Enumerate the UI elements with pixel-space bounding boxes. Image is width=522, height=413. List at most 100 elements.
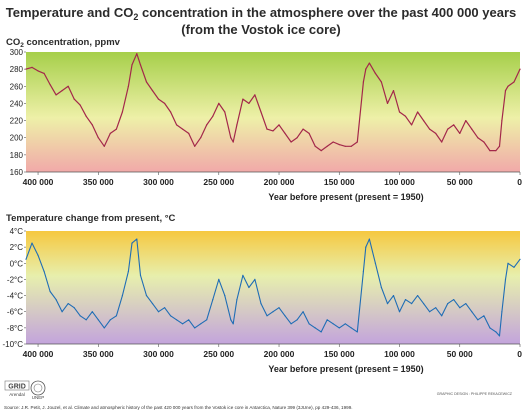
temp-data-point bbox=[157, 311, 160, 313]
temp-data-point bbox=[254, 278, 256, 280]
temp-data-point bbox=[109, 319, 111, 321]
temp-data-point bbox=[121, 295, 123, 297]
co2-data-point bbox=[230, 137, 232, 139]
co2-y-ticks: 160 180 200 220 240 260 280 300 bbox=[10, 48, 26, 177]
temp-data-point bbox=[115, 315, 117, 317]
co2-data-point bbox=[200, 137, 202, 139]
co2-axis-title: CO2 concentration, ppmv bbox=[6, 37, 121, 49]
co2-data-point bbox=[232, 141, 234, 143]
co2-data-point bbox=[362, 81, 364, 83]
temp-data-point bbox=[232, 323, 234, 325]
co2-data-point bbox=[501, 120, 503, 122]
co2-data-point bbox=[314, 145, 316, 147]
co2-data-point bbox=[121, 111, 123, 113]
temp-data-point bbox=[49, 290, 51, 293]
temp-data-point bbox=[236, 299, 238, 301]
co2-data-point bbox=[320, 150, 322, 152]
temp-data-point bbox=[85, 319, 87, 321]
co2-data-point bbox=[411, 124, 413, 126]
co2-data-point bbox=[37, 70, 39, 72]
temp-data-point bbox=[326, 319, 328, 321]
temp-data-point bbox=[266, 315, 268, 317]
co2-data-point bbox=[392, 90, 395, 92]
temp-data-point bbox=[459, 307, 461, 309]
co2-data-point bbox=[429, 128, 431, 130]
co2-data-point bbox=[459, 132, 461, 134]
co2-y-tick-label: 180 bbox=[10, 151, 24, 160]
temp-y-tick-label: 2°C bbox=[10, 243, 24, 252]
temp-data-point bbox=[31, 242, 33, 244]
temp-data-point bbox=[344, 323, 346, 325]
co2-data-point bbox=[272, 130, 274, 132]
co2-data-point bbox=[447, 128, 449, 130]
co2-data-point bbox=[278, 124, 280, 126]
co2-data-point bbox=[423, 120, 425, 122]
co2-data-point bbox=[127, 85, 129, 87]
co2-data-point bbox=[224, 111, 226, 113]
temp-data-point bbox=[200, 323, 202, 325]
co2-data-point bbox=[356, 141, 358, 143]
co2-data-point bbox=[31, 66, 33, 68]
temp-data-point bbox=[465, 303, 467, 305]
temp-data-point bbox=[441, 315, 443, 317]
co2-data-point bbox=[73, 98, 75, 100]
co2-data-point bbox=[254, 94, 256, 96]
co2-data-point bbox=[398, 111, 401, 113]
source-note: Source: J.R. Petit, J. Jouzel, et al. Cl… bbox=[4, 405, 353, 410]
temp-x-tick-label: 50 000 bbox=[447, 349, 473, 359]
temp-data-point bbox=[392, 295, 395, 297]
co2-data-point bbox=[435, 132, 437, 134]
unep-text: UNEP bbox=[32, 395, 45, 400]
co2-data-points bbox=[25, 53, 521, 152]
co2-data-point bbox=[519, 68, 521, 70]
temp-data-point bbox=[365, 246, 367, 248]
co2-x-tick-label: 100 000 bbox=[384, 177, 415, 187]
temp-data-point bbox=[504, 278, 507, 280]
temp-data-point bbox=[43, 270, 45, 272]
temp-data-point bbox=[224, 295, 226, 297]
temp-data-point bbox=[368, 238, 370, 240]
chart-title-line1: Temperature and CO2 concentration in the… bbox=[6, 5, 517, 22]
temp-x-tick-label: 100 000 bbox=[384, 349, 415, 359]
temp-data-point bbox=[139, 274, 142, 276]
temp-x-tick-label: 300 000 bbox=[143, 349, 174, 359]
temp-data-point bbox=[435, 307, 437, 309]
chart-title-line2: (from the Vostok ice core) bbox=[181, 22, 340, 37]
temp-data-point bbox=[127, 270, 129, 272]
co2-data-point bbox=[136, 53, 138, 55]
co2-data-point bbox=[260, 111, 262, 113]
design-credit: GRAPHIC DESIGN : PHILIPPE REKACEWICZ bbox=[437, 392, 513, 396]
temp-data-point bbox=[411, 303, 413, 305]
temp-data-point bbox=[314, 327, 316, 329]
temp-data-point bbox=[380, 286, 382, 289]
co2-data-point bbox=[495, 150, 497, 152]
temp-data-point bbox=[477, 319, 479, 321]
co2-data-point bbox=[302, 128, 304, 130]
co2-x-tick-label: 400 000 bbox=[23, 177, 54, 187]
temp-data-point bbox=[248, 286, 250, 289]
temp-data-point bbox=[206, 319, 208, 321]
temp-y-tick-label: 4°C bbox=[10, 227, 24, 236]
temp-data-point bbox=[131, 242, 133, 244]
temp-x-tick-label: 400 000 bbox=[23, 349, 54, 359]
temp-data-point bbox=[471, 311, 473, 313]
temp-data-point bbox=[332, 323, 334, 325]
temp-data-point bbox=[136, 238, 138, 240]
co2-data-point bbox=[85, 115, 87, 117]
co2-data-point bbox=[109, 132, 111, 134]
temp-x-tick-label: 350 000 bbox=[83, 349, 114, 359]
co2-data-point bbox=[164, 102, 166, 104]
co2-data-point bbox=[308, 132, 310, 134]
co2-data-point bbox=[218, 102, 220, 104]
co2-data-point bbox=[498, 145, 501, 147]
temp-data-point bbox=[230, 319, 232, 321]
co2-data-point bbox=[55, 94, 57, 96]
temp-x-tick-label: 250 000 bbox=[203, 349, 234, 359]
temp-data-point bbox=[519, 258, 521, 260]
co2-series-line bbox=[25, 53, 521, 152]
temp-data-point bbox=[194, 327, 196, 329]
co2-data-point bbox=[441, 141, 443, 143]
co2-data-point bbox=[188, 132, 190, 134]
temp-data-point bbox=[103, 327, 105, 329]
co2-data-point bbox=[477, 137, 479, 139]
